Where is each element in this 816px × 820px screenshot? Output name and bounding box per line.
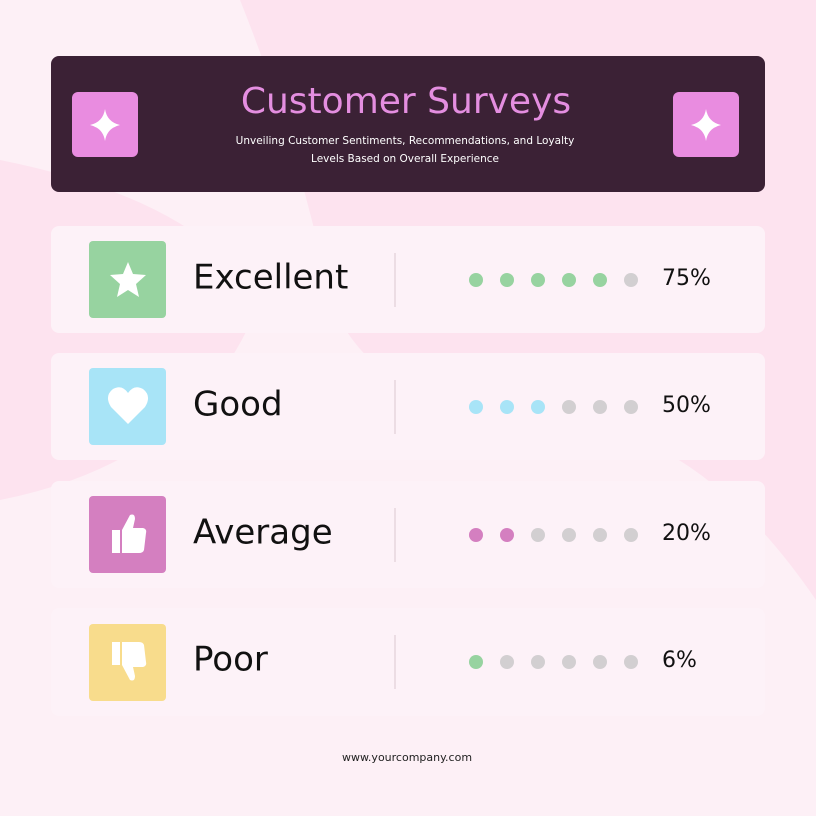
rating-dot	[593, 655, 607, 669]
row-card	[51, 608, 765, 716]
heart-icon	[89, 368, 166, 445]
thumbs-down-icon	[89, 624, 166, 701]
rating-dot	[593, 528, 607, 542]
rating-dot	[469, 655, 483, 669]
rating-dot	[624, 400, 638, 414]
row-percent: 50%	[662, 393, 711, 418]
thumbs-up-icon	[89, 496, 166, 573]
subtitle: Unveiling Customer Sentiments, Recommend…	[236, 135, 575, 147]
rating-dot	[469, 400, 483, 414]
rating-dot	[562, 655, 576, 669]
rating-dot	[500, 528, 514, 542]
star-icon	[89, 241, 166, 318]
subtitle: Levels Based on Overall Experience	[311, 153, 499, 165]
row-percent: 6%	[662, 648, 697, 673]
row-percent: 75%	[662, 266, 711, 291]
rating-dot	[500, 273, 514, 287]
row-label: Average	[193, 513, 333, 553]
rows: Excellent Good Average Poor 75% 50% 20% …	[51, 226, 765, 716]
rating-dot	[469, 528, 483, 542]
rating-dot	[531, 400, 545, 414]
row-label: Good	[193, 385, 283, 425]
row-label: Poor	[193, 640, 268, 680]
rating-dot	[562, 400, 576, 414]
rating-dot	[562, 528, 576, 542]
rating-dot	[593, 273, 607, 287]
rating-dot	[624, 273, 638, 287]
row-label: Excellent	[193, 258, 348, 298]
row-card	[51, 481, 765, 588]
row-percent: 20%	[662, 521, 711, 546]
footer: www.yourcompany.com	[342, 751, 472, 764]
rating-dot	[500, 400, 514, 414]
header-panel	[51, 56, 765, 192]
sparkle-icon-left	[72, 92, 138, 157]
title: Customer Surveys	[241, 81, 571, 122]
rating-dot	[531, 273, 545, 287]
rating-dot	[624, 528, 638, 542]
rating-dot	[624, 655, 638, 669]
rating-dot	[593, 400, 607, 414]
rating-dot	[531, 655, 545, 669]
rating-dot	[531, 528, 545, 542]
sparkle-icon-right	[673, 92, 739, 157]
row-card	[51, 226, 765, 333]
row-card	[51, 353, 765, 460]
rating-dot	[469, 273, 483, 287]
rating-dot	[500, 655, 514, 669]
rating-dot	[562, 273, 576, 287]
